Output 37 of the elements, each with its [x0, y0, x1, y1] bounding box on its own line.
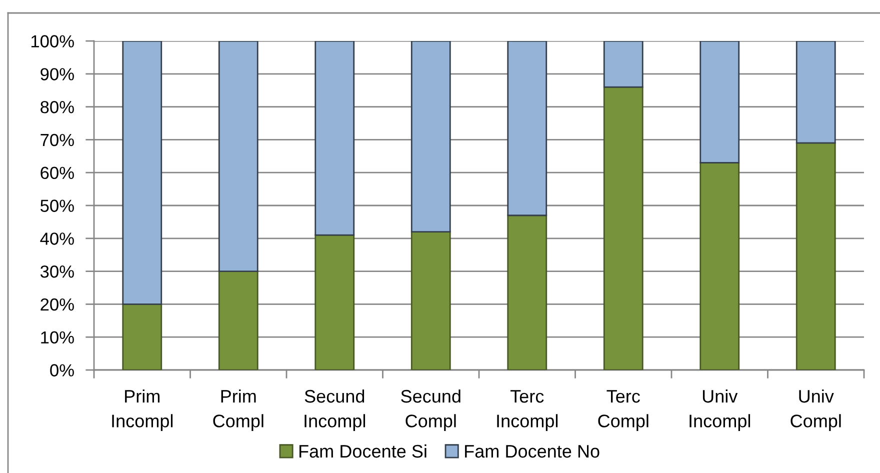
x-tick-label: Univ Compl	[790, 389, 841, 431]
x-tick-label: Prim Compl	[213, 389, 264, 431]
bar	[507, 41, 548, 216]
y-tick-label: 100%	[31, 35, 74, 48]
legend-label: Fam Docente Si	[300, 444, 426, 458]
bar	[796, 41, 836, 144]
y-tick-label: 90%	[40, 68, 74, 80]
y-tick-label: 40%	[40, 232, 74, 245]
bar	[700, 162, 740, 370]
bar	[122, 41, 162, 305]
bar	[314, 234, 355, 370]
bar	[314, 41, 355, 236]
bar	[122, 304, 162, 370]
y-tick-label: 10%	[41, 331, 74, 344]
x-tick-label: Prim Incompl	[112, 389, 173, 431]
bar	[603, 86, 644, 370]
y-tick-label: 0%	[50, 364, 74, 376]
bar	[796, 142, 836, 370]
x-tick-label: Terc Incompl	[497, 390, 558, 431]
bar	[218, 41, 258, 272]
y-tick-label: 20%	[40, 298, 74, 311]
bar	[410, 231, 451, 370]
y-tick-label: 60%	[40, 166, 74, 180]
x-tick-label: Univ Incompl	[690, 389, 750, 431]
bar	[700, 41, 740, 164]
bar	[507, 214, 548, 370]
x-tick-label: Secund Compl	[401, 389, 460, 431]
legend-label: Fam Docente No	[465, 445, 600, 458]
bar	[410, 41, 451, 233]
bar	[603, 41, 644, 88]
x-tick-label: Secund Incompl	[304, 389, 366, 431]
bar	[218, 270, 258, 370]
x-tick-label: Terc Compl	[598, 390, 648, 431]
y-tick-label: 80%	[40, 100, 74, 114]
y-tick-label: 50%	[40, 200, 74, 212]
y-tick-label: 70%	[40, 134, 74, 146]
y-tick-label: 30%	[40, 265, 74, 278]
